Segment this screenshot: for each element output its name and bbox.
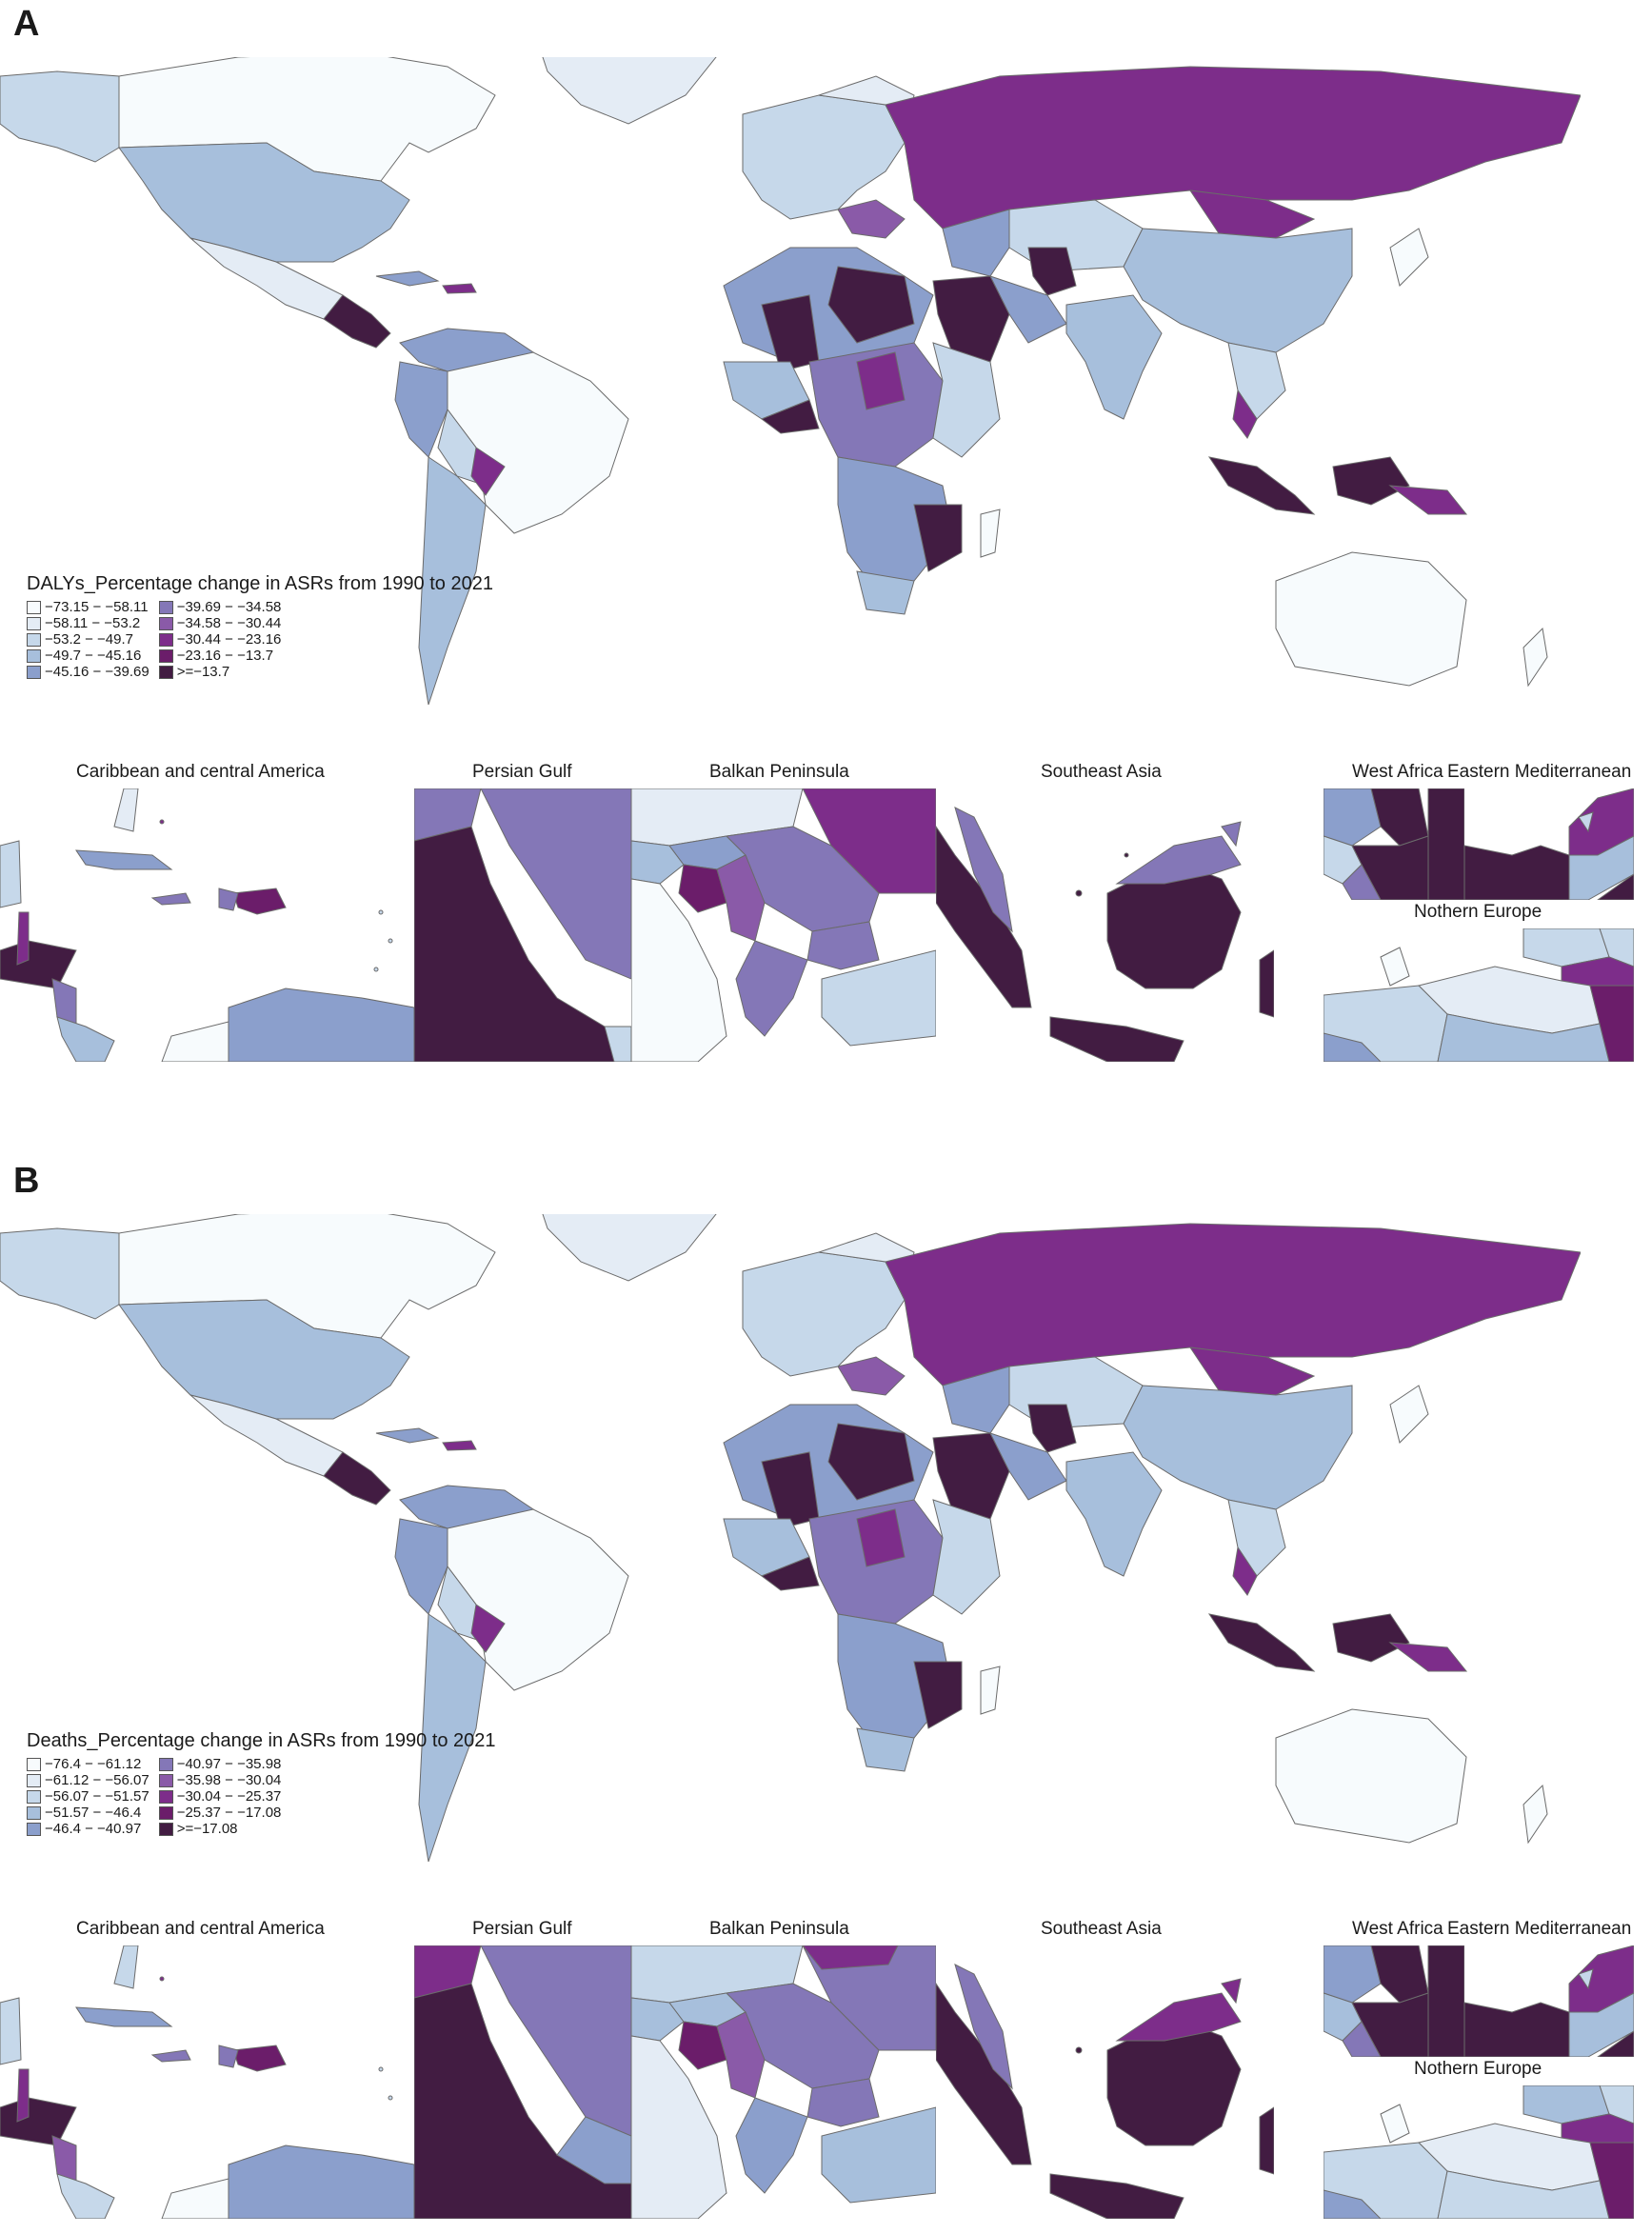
legend-swatch (158, 1789, 173, 1804)
inset-map-southeast-asia (936, 788, 1274, 1062)
legend-title: DALYs_Percentage change in ASRs from 199… (27, 573, 493, 594)
inset-map-northern-europe (1324, 2085, 1634, 2219)
legend-item: −40.97 − −35.98 (158, 1756, 281, 1772)
legend-item: >=−17.08 (158, 1821, 282, 1837)
legend-swatch (27, 1757, 41, 1771)
inset-map-west-africa (1324, 1945, 1464, 2057)
inset-title-balkan: Balkan Peninsula (709, 1919, 849, 1939)
inset-title-southeast-asia: Southeast Asia (1041, 1919, 1162, 1939)
inset-title-southeast-asia: Southeast Asia (1041, 762, 1162, 782)
legend-item: −34.58 − −30.44 (158, 615, 281, 631)
legend-item: −30.04 − −25.37 (158, 1788, 281, 1805)
panel-b: B Deaths_Percentage change in ASRs from … (0, 1157, 1652, 2234)
inset-title-west-africa: West Africa (1352, 1919, 1443, 1939)
inset-title-west-africa: West Africa (1352, 762, 1443, 782)
legend-item: −51.57 − −46.4 (27, 1805, 149, 1821)
inset-map-southeast-asia (936, 1945, 1274, 2219)
legend-swatch (27, 632, 41, 647)
legend-swatch (27, 648, 41, 663)
legend-swatch (27, 600, 41, 614)
legend-swatch (158, 1805, 173, 1820)
legend-swatch (158, 616, 173, 630)
inset-map-balkan (631, 788, 936, 1062)
legend-item: −56.07 − −51.57 (27, 1788, 149, 1805)
legend-item: −58.11 − −53.2 (27, 615, 149, 631)
legend-swatch (158, 665, 173, 679)
inset-title-balkan: Balkan Peninsula (709, 762, 849, 782)
inset-map-caribbean (0, 1945, 414, 2219)
legend: DALYs_Percentage change in ASRs from 199… (27, 573, 493, 680)
panel-letter: A (13, 4, 40, 44)
legend-item: −39.69 − −34.58 (158, 599, 281, 615)
inset-map-balkan (631, 1945, 936, 2219)
inset-map-persian-gulf (414, 788, 631, 1062)
legend-swatch (158, 600, 173, 614)
legend-item: −73.15 − −58.11 (27, 599, 149, 615)
inset-map-west-africa (1324, 788, 1464, 900)
legend-swatch (158, 1822, 173, 1836)
legend-swatch (27, 1789, 41, 1804)
legend-item: −46.4 − −40.97 (27, 1821, 149, 1837)
inset-map-northern-europe (1324, 928, 1634, 1062)
inset-map-persian-gulf (414, 1945, 631, 2219)
legend-swatch (27, 1822, 41, 1836)
inset-title-caribbean: Caribbean and central America (76, 1919, 325, 1939)
panel-letter: B (13, 1161, 40, 1201)
inset-title-caribbean: Caribbean and central America (76, 762, 325, 782)
inset-title-northern-europe: Nothern Europe (1414, 2059, 1543, 2079)
legend-item: −61.12 − −56.07 (27, 1772, 149, 1788)
inset-title-persian-gulf: Persian Gulf (472, 1919, 572, 1939)
legend-swatch (158, 632, 173, 647)
legend-item: −53.2 − −49.7 (27, 631, 149, 648)
legend-item: >=−13.7 (158, 664, 282, 680)
legend-item: −23.16 − −13.7 (158, 648, 282, 664)
legend-item: −49.7 − −45.16 (27, 648, 149, 664)
legend-title: Deaths_Percentage change in ASRs from 19… (27, 1730, 496, 1751)
legend-swatch (158, 1757, 173, 1771)
inset-map-caribbean (0, 788, 414, 1062)
legend: Deaths_Percentage change in ASRs from 19… (27, 1730, 496, 1837)
legend-swatch (27, 616, 41, 630)
inset-map-eastern-med (1464, 788, 1634, 900)
inset-title-northern-europe: Nothern Europe (1414, 902, 1543, 922)
legend-item: −76.4 − −61.12 (27, 1756, 149, 1772)
legend-item: −25.37 − −17.08 (158, 1805, 281, 1821)
legend-item: −45.16 − −39.69 (27, 664, 149, 680)
legend-swatch (158, 1773, 173, 1787)
legend-swatch (27, 1805, 41, 1820)
inset-title-eastern-med: Eastern Mediterranean (1447, 1919, 1632, 1939)
legend-swatch (27, 1773, 41, 1787)
inset-title-eastern-med: Eastern Mediterranean (1447, 762, 1632, 782)
legend-swatch (158, 648, 173, 663)
legend-item: −35.98 − −30.04 (158, 1772, 281, 1788)
inset-title-persian-gulf: Persian Gulf (472, 762, 572, 782)
legend-swatch (27, 665, 41, 679)
inset-map-eastern-med (1464, 1945, 1634, 2057)
panel-a: A DALYs_Percentage change in ASRs from 1… (0, 0, 1652, 1105)
legend-item: −30.44 − −23.16 (158, 631, 281, 648)
